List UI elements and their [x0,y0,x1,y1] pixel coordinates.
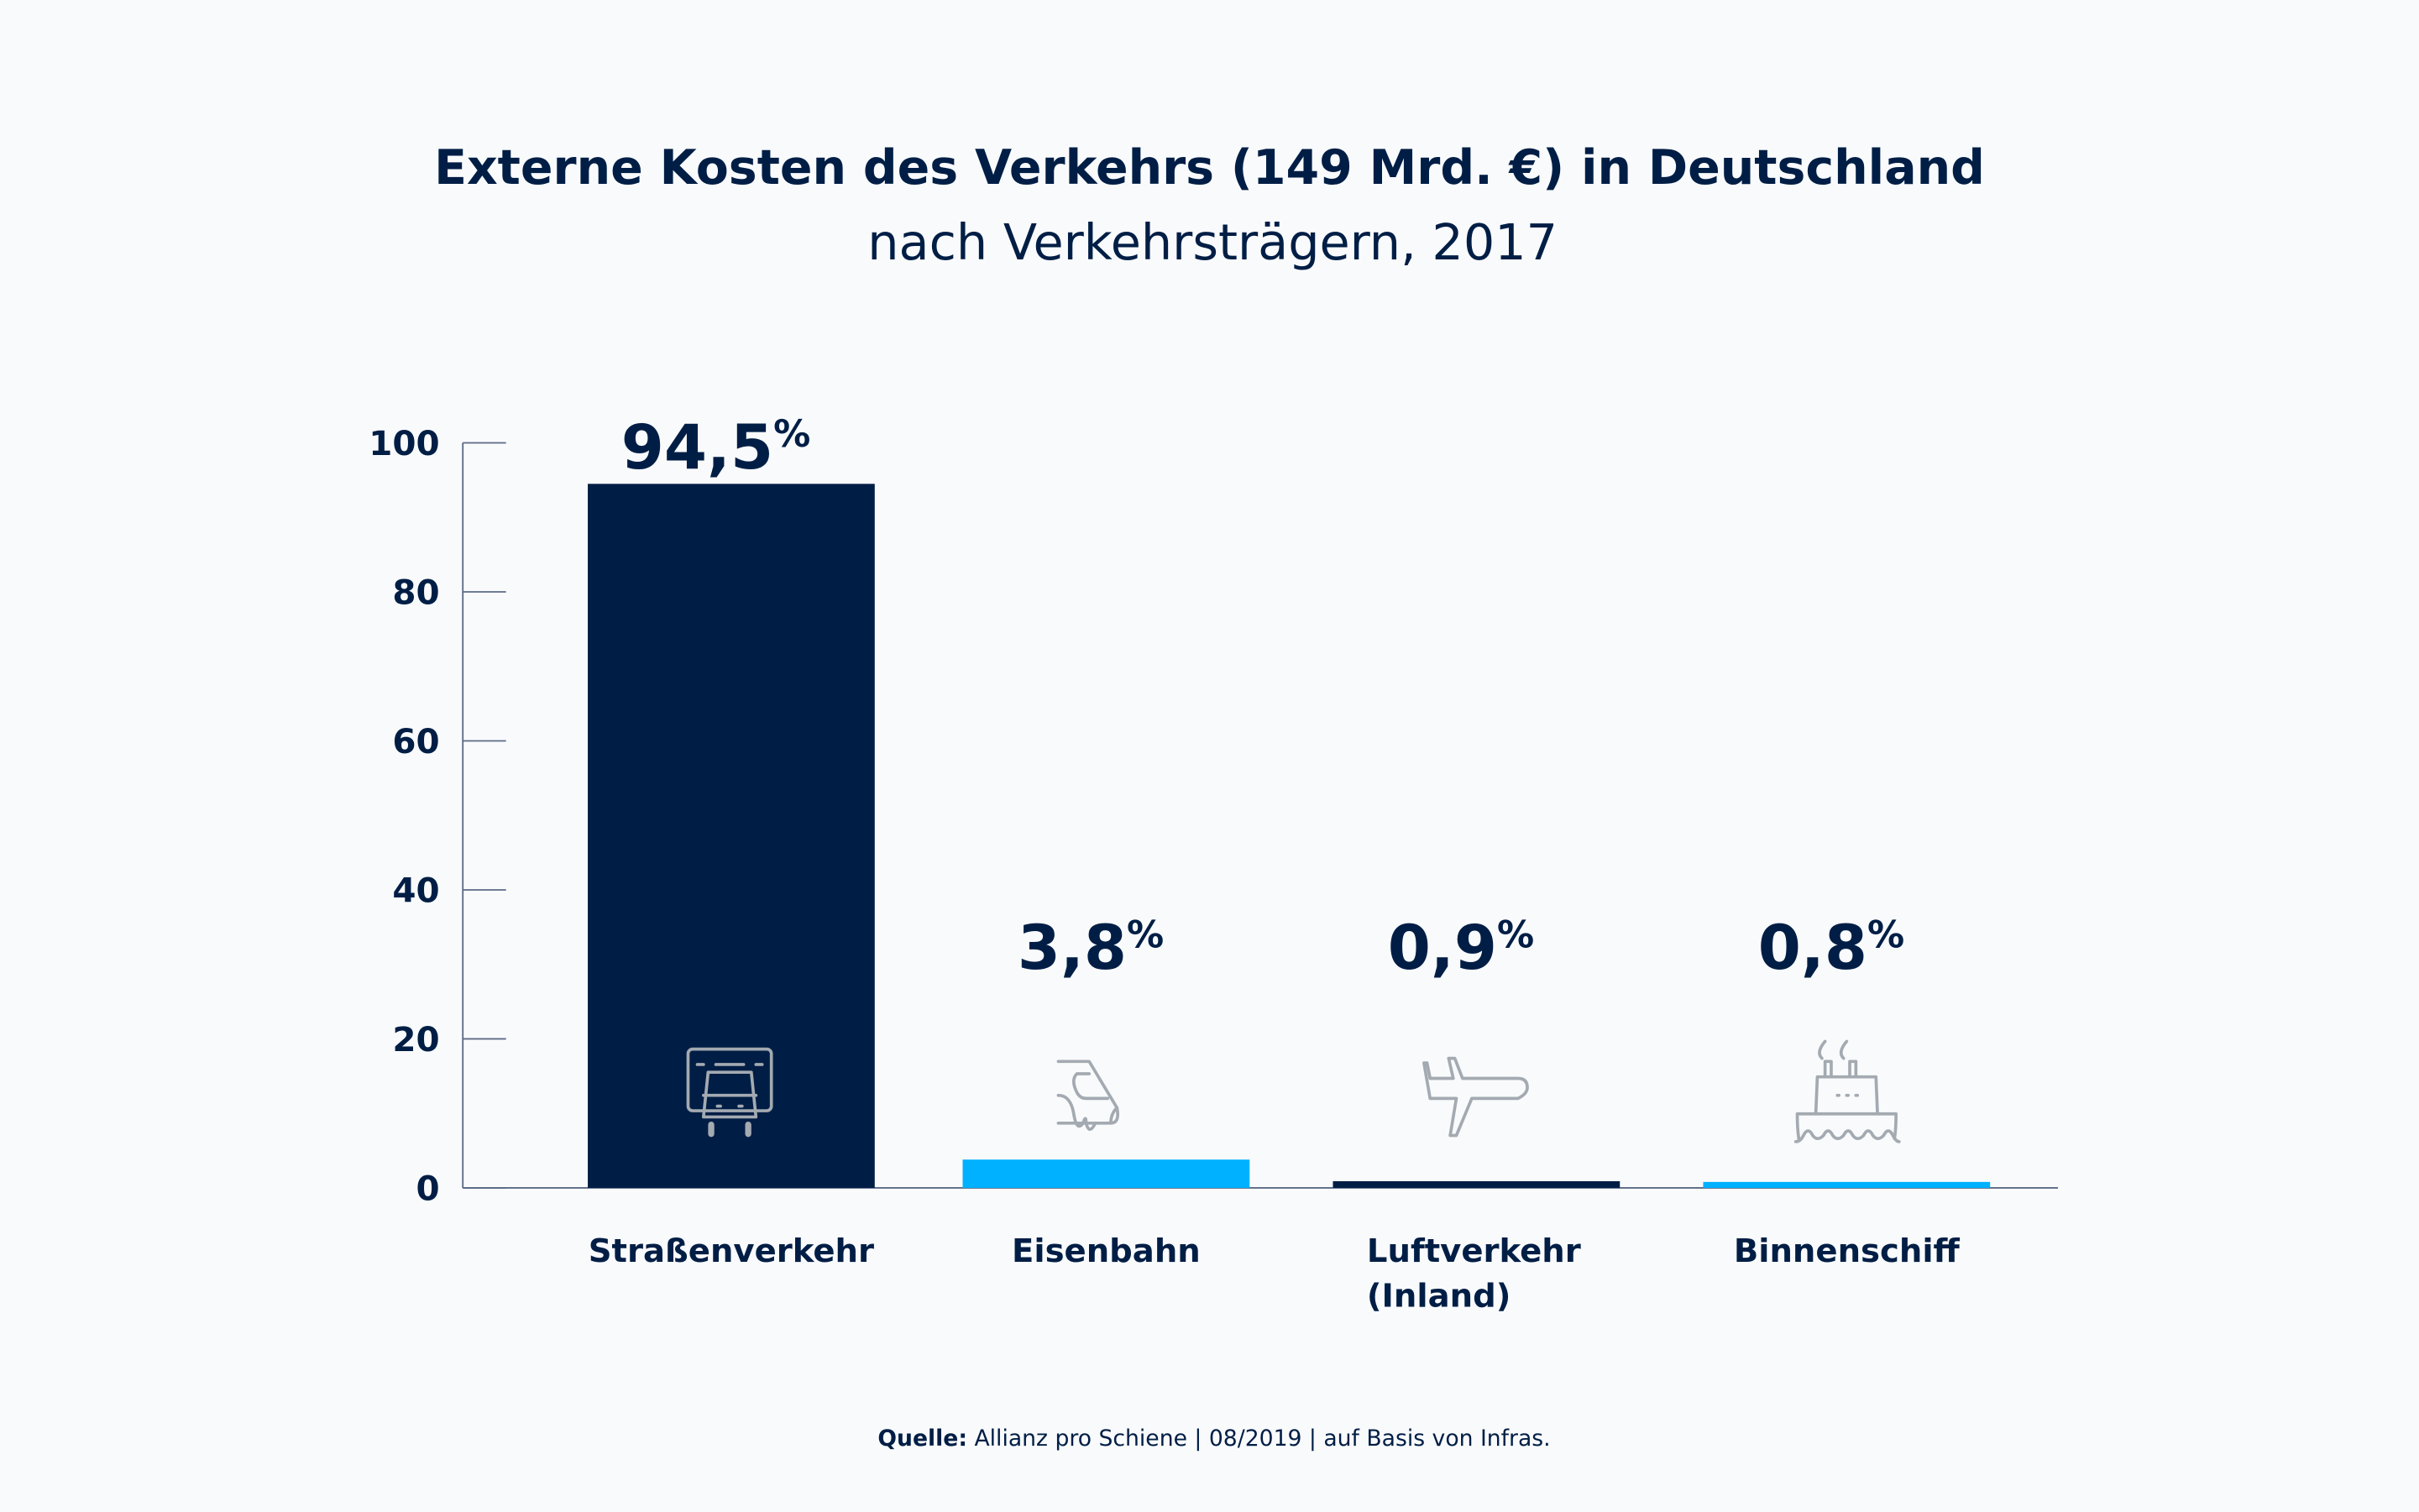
bar [1333,1180,1621,1188]
value-number: 94,5 [621,412,773,484]
value-unit: % [1127,913,1164,956]
category-label: Eisenbahn [1012,1232,1201,1270]
value-label: 94,5% [621,412,810,484]
bar [962,1159,1250,1188]
category-label: Luftverkehr [1367,1232,1581,1270]
bar [588,484,875,1188]
airplane-icon [1422,1056,1529,1138]
y-tick-label: 0 [416,1169,440,1209]
bars: 94,5% Straßenverkehr 3,8% Eisenbahn 0,9% Luft… [588,412,1991,1315]
source-text: Allianz pro Schiene | 08/2019 | auf Basi… [967,1426,1551,1452]
y-tick-label: 60 [392,721,439,761]
ship-icon [1793,1039,1901,1143]
value-number: 0,8 [1758,913,1867,984]
source-note: Quelle: Allianz pro Schiene | 08/2019 | … [877,1426,1550,1452]
value-label: 0,9% [1388,913,1534,984]
value-label: 0,8% [1758,913,1904,984]
source-label: Quelle: [877,1426,967,1452]
chart-subtitle: nach Verkehrsträgern, 2017 [867,213,1558,271]
category-label: (Inland) [1367,1277,1511,1315]
value-unit: % [1497,913,1534,956]
bar [1703,1181,1991,1188]
category-label: Binnenschiff [1734,1232,1961,1270]
chart-title: Externe Kosten des Verkehrs (149 Mrd. €)… [434,140,1985,196]
y-tick-label: 40 [392,871,439,911]
truck-icon [686,1047,773,1138]
icons [686,1039,1901,1143]
value-unit: % [1867,913,1904,956]
value-number: 0,9 [1388,913,1497,984]
y-tick-label: 80 [392,573,439,613]
y-tick-label: 20 [392,1019,439,1059]
value-label: 3,8% [1018,913,1164,984]
value-number: 3,8 [1018,913,1127,984]
y-tick-label: 100 [369,423,439,463]
train-icon [1056,1059,1120,1131]
category-label: Straßenverkehr [589,1232,874,1270]
value-unit: % [773,413,810,456]
y-axis: 0 20 40 60 80 100 [369,423,2059,1209]
